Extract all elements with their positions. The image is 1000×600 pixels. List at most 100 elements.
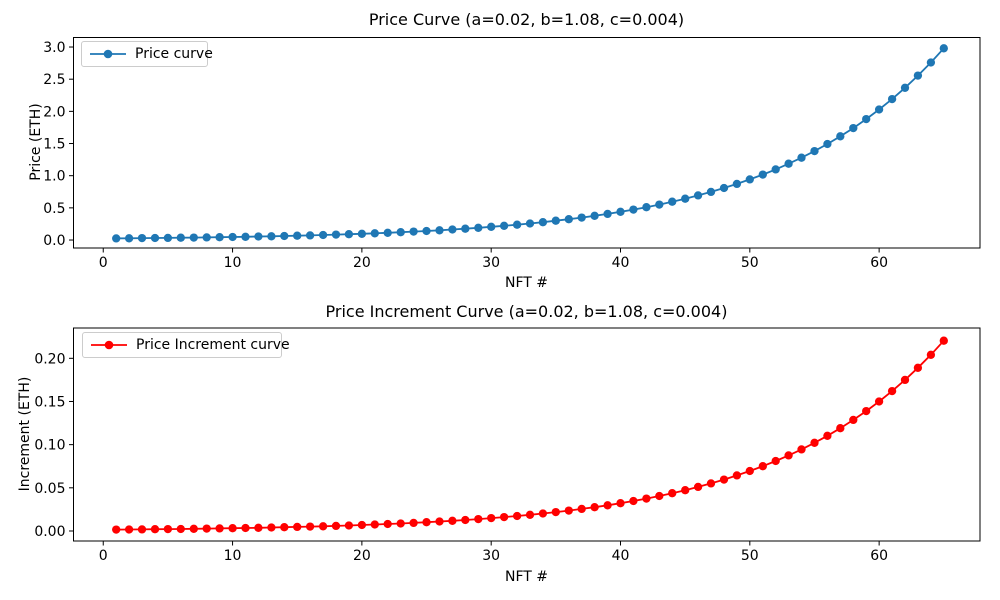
- data-point-marker: [810, 438, 819, 447]
- data-point-marker: [499, 512, 509, 522]
- data-point-marker: [487, 513, 496, 523]
- data-point-marker: [784, 159, 793, 168]
- data-point-marker: [577, 213, 586, 222]
- data-point-marker: [668, 197, 677, 206]
- data-point-marker: [913, 363, 923, 372]
- data-point-marker: [887, 94, 897, 104]
- data-point-marker: [254, 232, 263, 241]
- data-point-marker: [124, 525, 134, 534]
- data-point-marker: [616, 499, 625, 508]
- data-point-marker: [150, 233, 160, 243]
- data-point-marker: [551, 507, 560, 517]
- x-tick-label: 50: [741, 255, 759, 271]
- data-point-marker: [642, 494, 651, 503]
- data-point-marker: [732, 471, 742, 480]
- data-point-marker: [124, 234, 134, 243]
- data-point-marker: [293, 522, 302, 532]
- data-point-marker: [202, 524, 211, 533]
- data-point-marker: [836, 132, 845, 141]
- data-point-marker: [577, 504, 586, 514]
- data-point-marker: [357, 520, 367, 530]
- y-tick-label: 1.5: [43, 137, 65, 153]
- y-tick-label: 0.0: [43, 233, 65, 249]
- data-point-marker: [267, 523, 276, 532]
- data-point-marker: [603, 501, 612, 510]
- y-tick-label: 1.0: [43, 169, 65, 185]
- increment-chart-legend: Price Increment curve: [82, 332, 290, 358]
- data-point-marker: [370, 520, 379, 529]
- x-tick-label: 20: [353, 255, 371, 271]
- data-point-marker: [228, 524, 237, 533]
- data-point-marker: [396, 519, 405, 528]
- series-line: [116, 47, 945, 240]
- y-tick-label: 0.20: [34, 351, 65, 367]
- price-chart-title: Price Curve (a=0.02, b=1.08, c=0.004): [368, 10, 685, 29]
- data-point-marker: [810, 146, 819, 156]
- data-point-marker: [267, 232, 276, 241]
- y-tick-label: 2.5: [43, 72, 65, 88]
- data-point-marker: [681, 194, 690, 203]
- data-point-marker: [137, 233, 147, 243]
- data-point-marker: [745, 175, 754, 184]
- data-point-marker: [874, 397, 884, 406]
- data-point-marker: [383, 519, 392, 529]
- data-point-marker: [525, 219, 535, 228]
- data-point-marker: [887, 386, 897, 396]
- data-point-marker: [137, 525, 147, 534]
- data-point-marker: [448, 225, 457, 234]
- data-point-marker: [849, 415, 858, 425]
- data-point-marker: [318, 522, 328, 531]
- data-point-marker: [629, 205, 638, 214]
- data-point-marker: [383, 228, 392, 237]
- data-point-marker: [655, 491, 664, 501]
- data-point-marker: [318, 230, 328, 240]
- price-chart-legend: Price curve: [81, 41, 213, 67]
- data-point-marker: [189, 524, 198, 533]
- data-point-marker: [590, 211, 599, 220]
- x-tick-label: 50: [741, 548, 759, 564]
- data-point-marker: [693, 191, 703, 200]
- data-point-marker: [461, 224, 470, 233]
- data-point-marker: [551, 216, 560, 225]
- increment-chart-xaxis-label: NFT #: [504, 569, 548, 585]
- data-point-marker: [344, 521, 354, 530]
- data-point-marker: [849, 123, 858, 133]
- y-tick-label: 2.0: [43, 104, 65, 120]
- data-point-marker: [396, 228, 405, 237]
- x-tick-label: 30: [482, 255, 500, 271]
- data-point-marker: [732, 179, 742, 189]
- data-point-marker: [435, 226, 444, 235]
- data-point-marker: [409, 227, 418, 236]
- data-point-marker: [823, 139, 832, 149]
- y-tick-label: 0.15: [34, 394, 65, 410]
- data-point-marker: [474, 514, 483, 524]
- x-tick-label: 40: [612, 548, 630, 564]
- line-marker-icon: [90, 49, 126, 59]
- data-point-marker: [706, 187, 716, 197]
- data-point-marker: [241, 523, 250, 533]
- y-tick-label: 0.05: [34, 481, 65, 497]
- data-point-marker: [693, 482, 703, 492]
- data-point-marker: [487, 222, 496, 231]
- data-point-marker: [655, 200, 664, 209]
- data-point-marker: [215, 524, 224, 533]
- data-point-marker: [719, 475, 729, 484]
- data-point-marker: [900, 83, 910, 92]
- data-point-marker: [771, 165, 780, 174]
- axes-spines: [73, 37, 981, 249]
- data-point-marker: [706, 479, 716, 488]
- x-tick-label: 0: [99, 548, 108, 564]
- data-point-marker: [874, 105, 884, 114]
- data-point-marker: [215, 233, 224, 242]
- data-point-marker: [254, 523, 263, 532]
- data-point-marker: [163, 524, 173, 534]
- price-chart-xaxis-label: NFT #: [504, 275, 548, 291]
- x-tick-label: 40: [612, 255, 630, 271]
- data-point-marker: [745, 466, 754, 476]
- data-point-marker: [409, 518, 418, 528]
- axes-spines: [73, 327, 981, 542]
- data-point-marker: [512, 511, 522, 521]
- axes-1: 0 10 20 30 40 50 60 0.00 0.05 0.10 0.15 0.20: [34, 327, 981, 564]
